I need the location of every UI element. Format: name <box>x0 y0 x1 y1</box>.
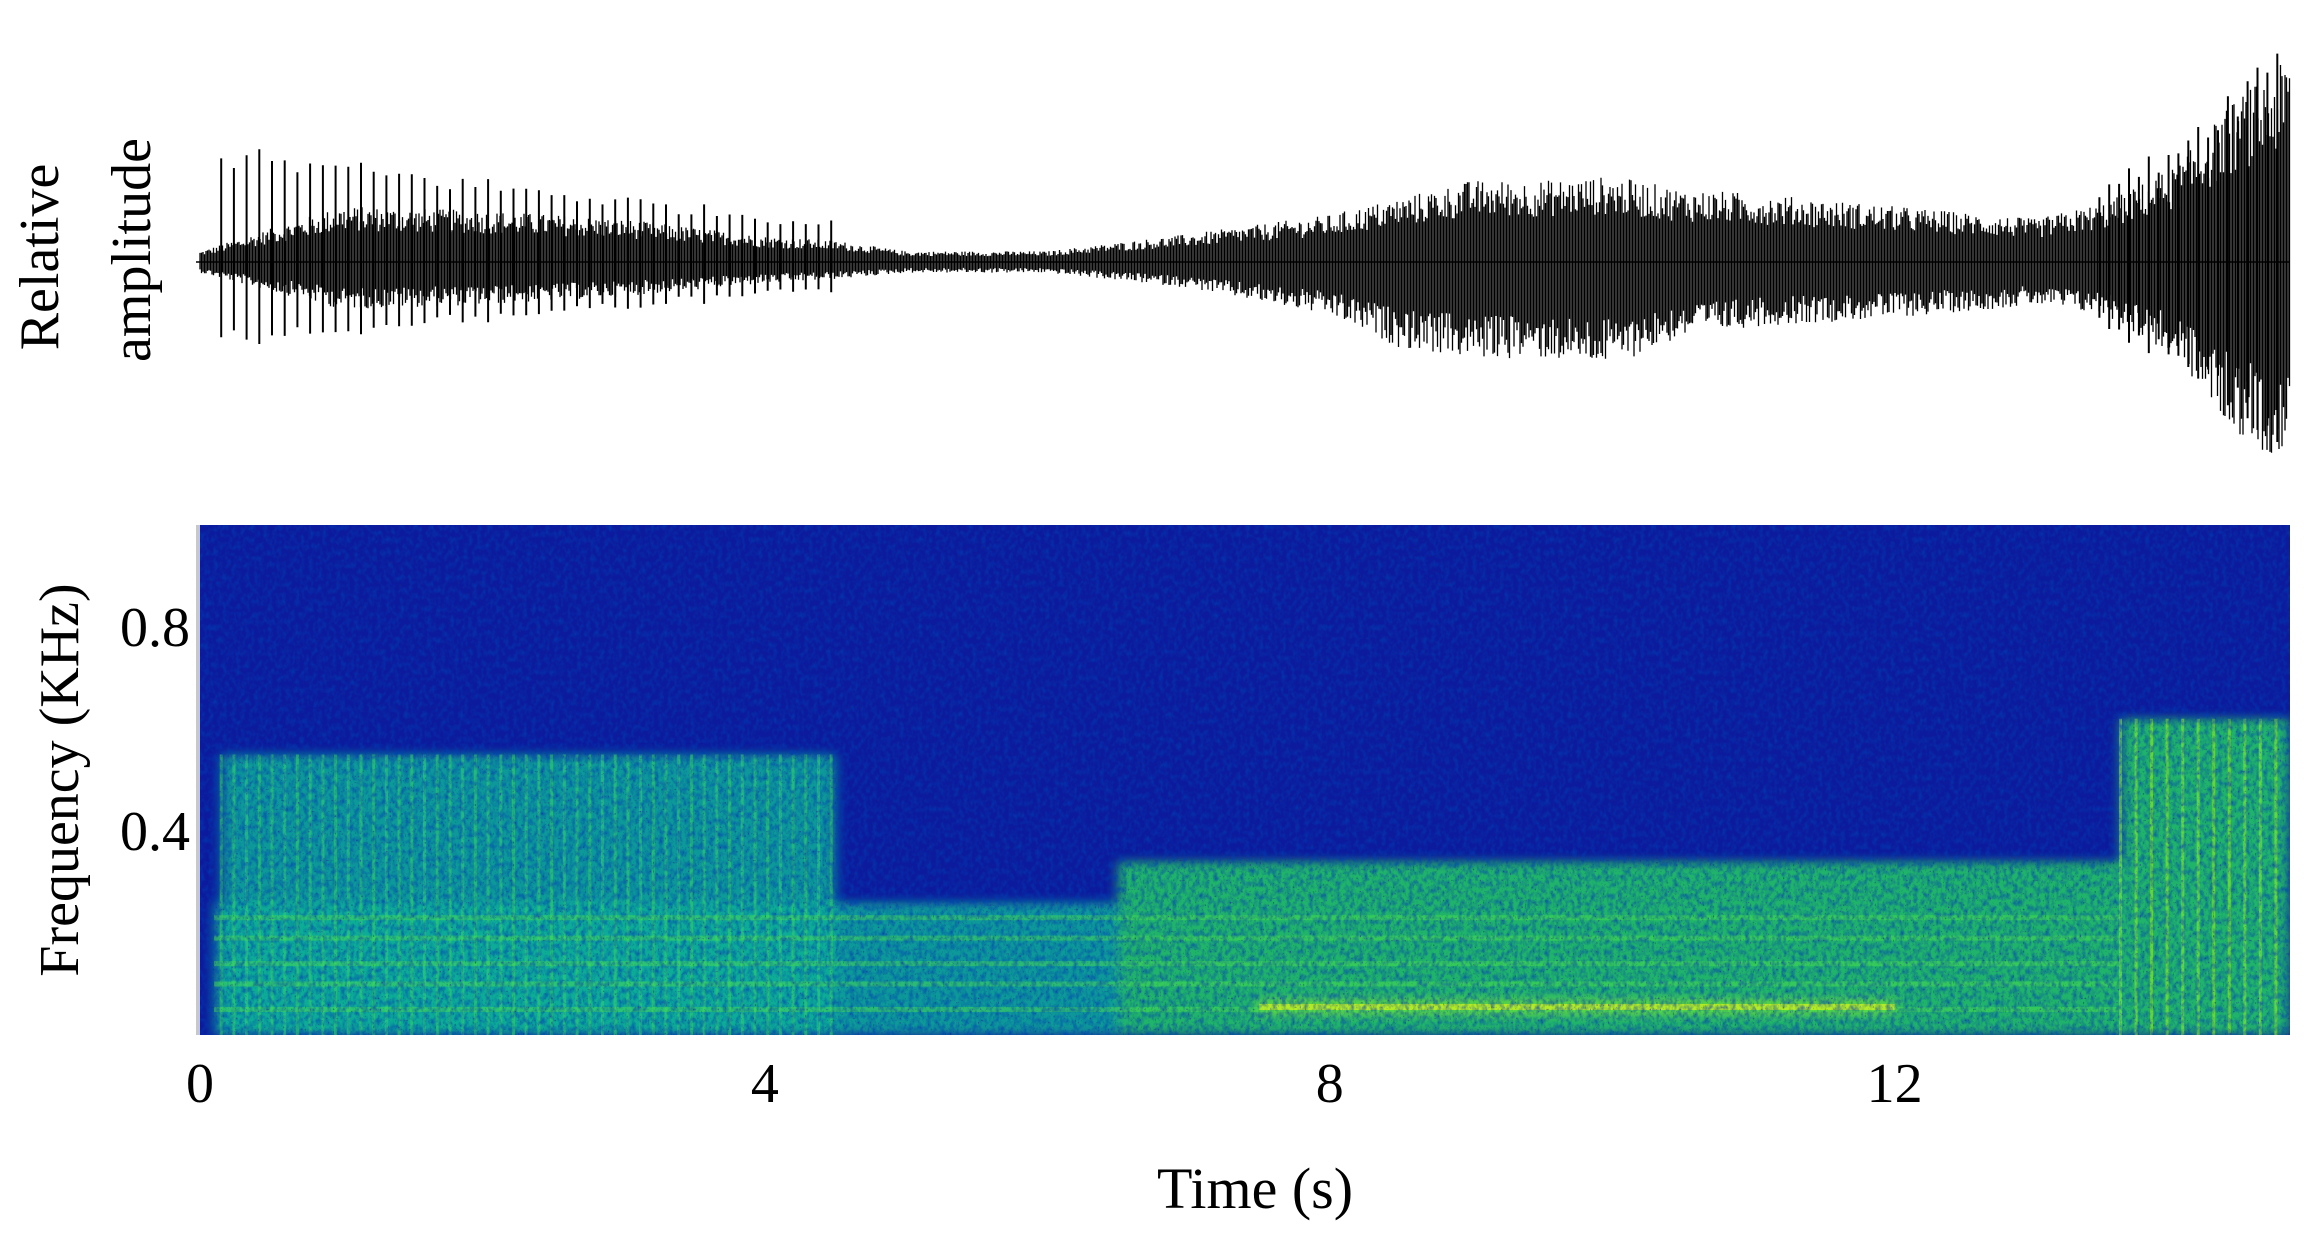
waveform-ylabel-line-1: Relative <box>9 164 71 351</box>
y-tick-label: 0.8 <box>120 597 190 659</box>
x-tick-label: 12 <box>1867 1053 1923 1115</box>
waveform-panel <box>196 53 2291 453</box>
x-tick-label: 8 <box>1316 1053 1344 1115</box>
waveform-click-spikes <box>220 53 2279 442</box>
y-axis-ticks: 0.4 0.8 <box>120 597 190 863</box>
y-tick-label: 0.4 <box>120 801 190 863</box>
waveform-path <box>199 65 2291 453</box>
waveform-ylabel: Relative amplitude <box>9 138 163 362</box>
x-tick-label: 4 <box>751 1053 779 1115</box>
x-tick-label: 0 <box>186 1053 214 1115</box>
waveform-trace <box>196 65 2291 453</box>
x-axis-ticks: 0 4 8 12 <box>186 1053 1923 1115</box>
waveform-ylabel-line-2: amplitude <box>101 138 163 362</box>
spectrogram-speckle <box>200 525 2290 1035</box>
spectrogram-panel <box>196 525 2290 1035</box>
y-axis-label: Frequency (KHz) <box>29 583 91 976</box>
x-axis-label: Time (s) <box>1157 1156 1353 1221</box>
